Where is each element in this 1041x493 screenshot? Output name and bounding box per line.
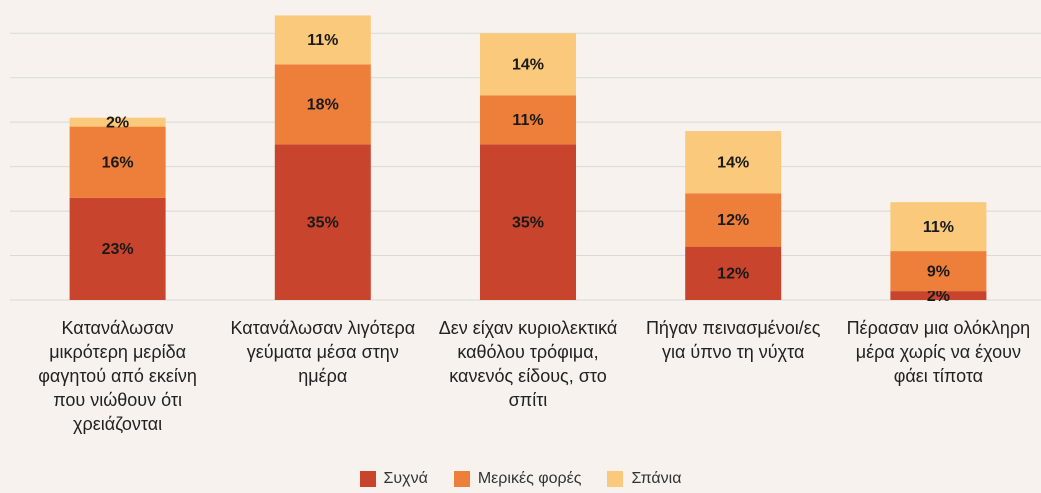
bar-segment bbox=[480, 33, 576, 96]
chart: 23% 16% 2% 35% 18% 11% 35% 11% 14% 12% 12% 14% 2% 9% 1… bbox=[10, 15, 1041, 305]
bar-segment bbox=[480, 144, 576, 300]
legend-swatch bbox=[453, 471, 470, 487]
legend: Συχνά Μερικές φορές Σπάνια bbox=[0, 470, 1041, 488]
data-label: 11% bbox=[923, 219, 954, 236]
bar-segment bbox=[890, 251, 987, 292]
legend-item: Συχνά bbox=[359, 470, 428, 488]
bar-segment bbox=[890, 202, 987, 252]
data-label: 18% bbox=[307, 97, 339, 114]
data-label: 12% bbox=[717, 212, 749, 229]
data-label: 14% bbox=[512, 57, 544, 74]
bar-segment bbox=[480, 95, 576, 145]
bar-segment bbox=[685, 246, 782, 300]
data-label: 14% bbox=[717, 154, 749, 171]
bar-segment bbox=[69, 197, 166, 300]
bar-segment bbox=[685, 193, 782, 247]
data-label: 11% bbox=[512, 112, 543, 129]
bar-segment bbox=[274, 15, 371, 65]
x-tick-label: Δεν είχαν κυριολεκτικά καθόλου τρόφιμα, … bbox=[438, 318, 618, 410]
bar-segment bbox=[890, 291, 987, 300]
legend-label: Συχνά bbox=[383, 470, 428, 487]
legend-item: Μερικές φορές bbox=[453, 470, 582, 488]
bar-segment bbox=[274, 64, 371, 145]
legend-swatch bbox=[359, 471, 376, 487]
data-label: 2% bbox=[927, 288, 950, 305]
data-label: 23% bbox=[102, 241, 134, 258]
data-label: 35% bbox=[512, 214, 544, 231]
data-label: 11% bbox=[307, 32, 338, 49]
data-label: 12% bbox=[717, 266, 749, 283]
bar-segment bbox=[685, 131, 782, 194]
legend-swatch bbox=[607, 471, 624, 487]
bar-segment bbox=[69, 126, 166, 198]
bar-segment bbox=[69, 117, 166, 127]
data-label: 16% bbox=[102, 154, 134, 171]
x-tick-label: Κατανάλωσαν λιγότερα γεύματα μέσα στην η… bbox=[230, 318, 416, 386]
legend-label: Μερικές φορές bbox=[477, 470, 582, 487]
data-label: 2% bbox=[106, 114, 129, 131]
legend-item: Σπάνια bbox=[607, 470, 681, 488]
data-label: 9% bbox=[927, 263, 950, 280]
bar-segment bbox=[274, 144, 371, 300]
data-label: 35% bbox=[307, 214, 339, 231]
x-tick-label: Κατανάλωσαν μικρότερη μερίδα φαγητού από… bbox=[38, 318, 197, 434]
legend-label: Σπάνια bbox=[631, 470, 682, 487]
x-tick-label: Πέρασαν μια ολόκληρη μέρα χωρίς να έχουν… bbox=[846, 318, 1031, 386]
x-tick-label: Πήγαν πεινασμένοι/ες για ύπνο τη νύχτα bbox=[645, 318, 821, 362]
